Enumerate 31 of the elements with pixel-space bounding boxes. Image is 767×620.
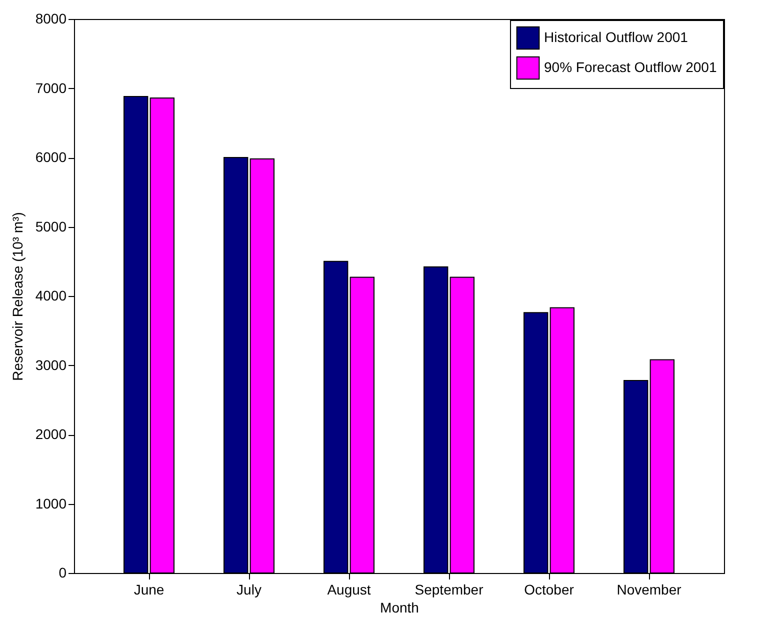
bar <box>250 158 274 574</box>
x-tick-label: September <box>414 582 484 598</box>
bar <box>550 307 574 574</box>
bar <box>350 276 374 574</box>
y-tick-label: 7000 <box>35 80 67 96</box>
y-tick-label: 2000 <box>35 426 67 442</box>
y-tick-label: 0 <box>58 564 67 580</box>
x-tick-label: November <box>616 582 682 598</box>
legend-label: Historical Outflow 2001 <box>544 29 688 45</box>
bar <box>324 260 348 574</box>
bar <box>424 266 448 574</box>
bar <box>624 380 648 574</box>
x-axis-title: Month <box>380 600 419 616</box>
y-axis-title: Reservoir Release (10³ m³) <box>9 212 26 381</box>
y-tick-label: 8000 <box>35 10 67 26</box>
x-tick-label: June <box>134 582 164 598</box>
bar <box>524 312 548 574</box>
legend-label: 90% Forecast Outflow 2001 <box>544 59 717 75</box>
y-tick-label: 6000 <box>35 149 67 165</box>
y-tick-label: 5000 <box>35 218 67 234</box>
bar <box>650 359 674 574</box>
bar <box>450 276 474 574</box>
y-tick-label: 4000 <box>35 288 67 304</box>
x-tick-label: October <box>524 582 574 598</box>
y-tick-label: 3000 <box>35 356 67 373</box>
bar <box>150 97 174 574</box>
y-tick-label: 1000 <box>35 495 67 512</box>
x-tick-label: July <box>236 582 262 598</box>
x-tick-label: August <box>327 582 371 598</box>
bar <box>124 96 148 574</box>
bar <box>224 157 248 574</box>
